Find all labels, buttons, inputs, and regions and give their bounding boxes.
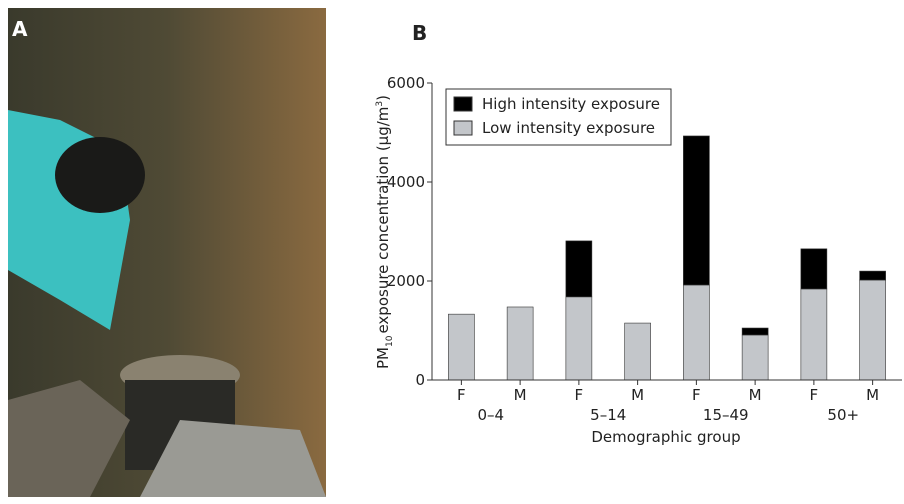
panel-label: A <box>12 17 28 41</box>
x-tick-label: M <box>866 386 879 404</box>
x-axis-label: Demographic group <box>591 428 740 446</box>
group-label: 15–49 <box>703 406 749 424</box>
x-tick-label: F <box>810 386 819 404</box>
x-tick-label: M <box>749 386 762 404</box>
y-label-part: ) <box>374 95 392 101</box>
panel-label: B <box>412 21 427 45</box>
y-label-part: PM <box>374 347 392 369</box>
x-tick-label: F <box>457 386 466 404</box>
bar <box>801 289 827 380</box>
photo: A <box>8 8 326 497</box>
legend-label: Low intensity exposure <box>482 119 655 137</box>
legend-label: High intensity exposure <box>482 95 660 113</box>
bar <box>683 285 709 380</box>
y-tick-label: 0 <box>415 371 425 389</box>
y-tick-label: 6000 <box>387 74 425 92</box>
x-tick-label: M <box>631 386 644 404</box>
bar <box>566 241 592 297</box>
bar <box>742 335 768 380</box>
group-label: 5–14 <box>590 406 626 424</box>
legend-swatch <box>454 121 472 135</box>
group-label: 50+ <box>827 406 859 424</box>
bar <box>625 323 651 380</box>
y-tick-label: 4000 <box>387 173 425 191</box>
y-label-part: exposure concentration (µg/m <box>374 107 392 334</box>
y-axis-label: PM10exposure concentration (µg/m3) <box>374 95 395 369</box>
bar <box>566 297 592 380</box>
x-tick-label: F <box>575 386 584 404</box>
bar <box>507 307 533 380</box>
x-tick-label: F <box>692 386 701 404</box>
y-label-part: 10 <box>385 335 395 347</box>
figure: A B PM10exposure concentration (µg/m3) D… <box>0 0 904 500</box>
bar <box>860 280 886 380</box>
bar <box>683 136 709 285</box>
group-label: 0–4 <box>477 406 504 424</box>
bar <box>860 271 886 280</box>
x-tick-label: M <box>514 386 527 404</box>
y-tick-label: 2000 <box>387 272 425 290</box>
bar <box>448 314 474 380</box>
legend-swatch <box>454 97 472 111</box>
bar <box>742 328 768 335</box>
bar <box>801 249 827 289</box>
